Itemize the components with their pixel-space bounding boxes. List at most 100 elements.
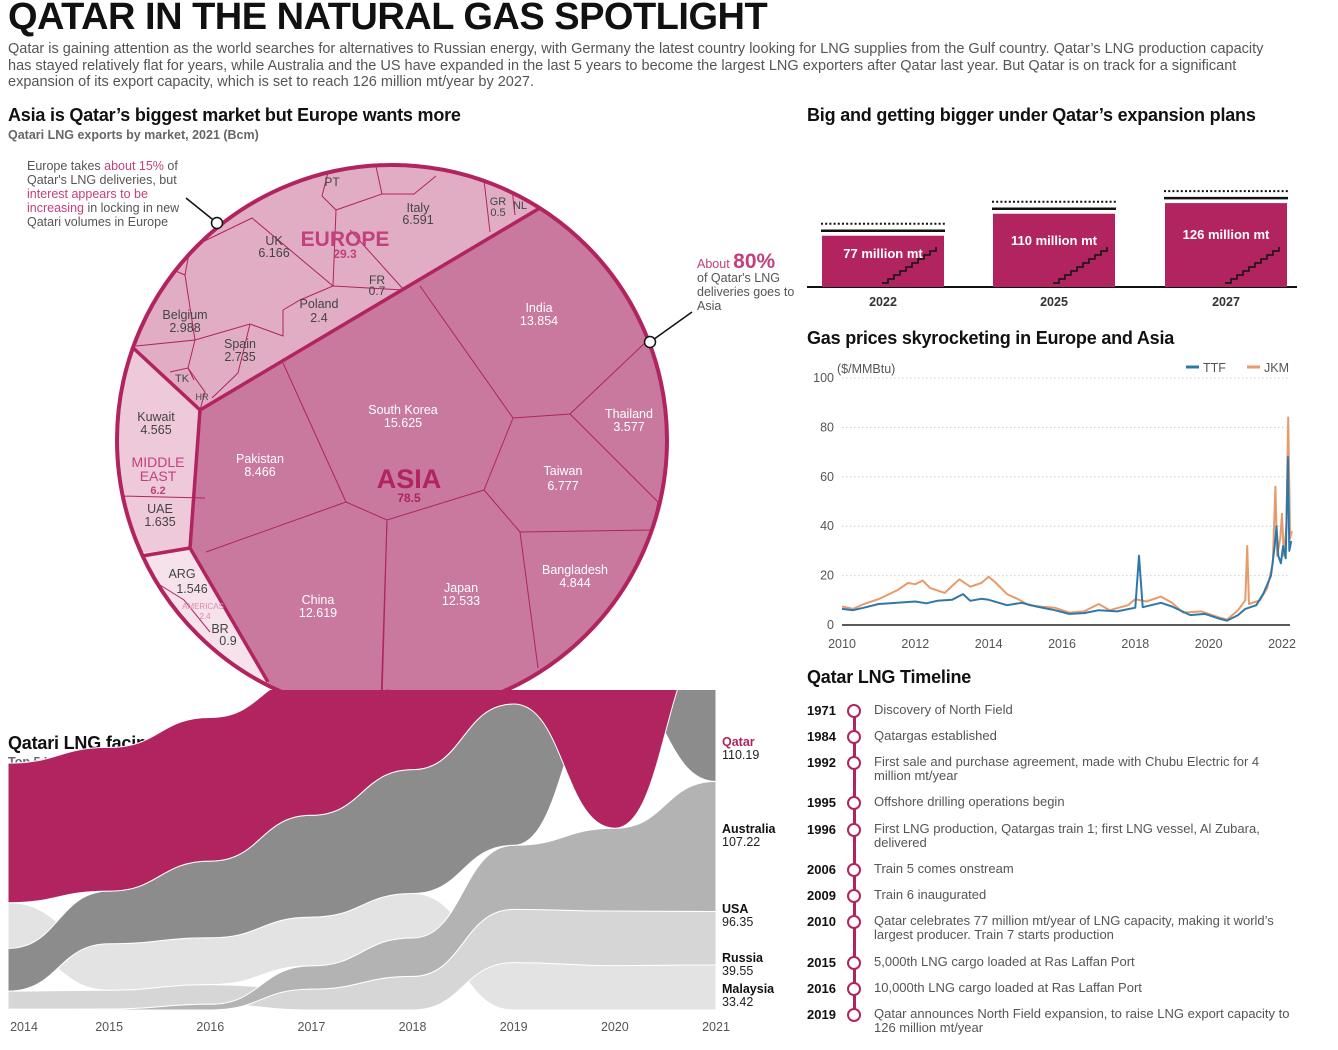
europe-callout-marker [210, 216, 224, 230]
stream-label-usa: USA [722, 902, 748, 916]
stream-xtick-2018: 2018 [399, 1020, 427, 1034]
label-americas: AMERICAS [182, 602, 224, 611]
stream-xtick-2019: 2019 [500, 1020, 528, 1034]
stream-value-usa: 96.35 [722, 915, 753, 929]
middle-east-region-fill [117, 345, 200, 555]
price-chart-title: Gas prices skyrocketing in Europe and As… [807, 328, 1175, 348]
stream-value-russia: 39.55 [722, 964, 753, 978]
label-tk: TK [175, 373, 190, 385]
label-bangladesh: Bangladesh [542, 563, 608, 577]
stream-xtick-2017: 2017 [298, 1020, 326, 1034]
timeline-event-text: Qatargas established [874, 728, 997, 743]
label-gr: GR [490, 196, 507, 208]
asia-callout-big: 80% [733, 250, 776, 273]
capacity-value-label-2025: 110 million mt [1011, 233, 1098, 248]
timeline-event-text: Qatar celebrates 77 million mt/year of L… [874, 913, 1274, 942]
timeline-event-text: Train 6 inaugurated [874, 887, 987, 902]
timeline-dot [847, 730, 861, 744]
market-chart-title: Asia is Qatar’s biggest market but Europ… [8, 105, 461, 125]
timeline-year: 1992 [807, 755, 836, 770]
capacity-bar-2027 [1165, 203, 1287, 287]
timeline-dot [847, 956, 861, 970]
capacity-value-label-2022: 77 million mt [843, 246, 923, 261]
timeline-dot [847, 889, 861, 903]
label-arg: ARG [168, 567, 195, 581]
timeline-event-text: Discovery of North Field [874, 702, 1013, 717]
price-xtick-2010: 2010 [828, 637, 856, 651]
stream-label-qatar: Qatar [722, 735, 755, 749]
value-europe: 29.3 [333, 247, 357, 261]
value-br: 0.9 [219, 634, 236, 648]
label-south-korea: South Korea [368, 403, 438, 417]
label-japan: Japan [444, 581, 478, 595]
value-gr: 0.5 [490, 207, 505, 219]
stream-xtick-2016: 2016 [196, 1020, 224, 1034]
timeline-axis [852, 711, 856, 1015]
timeline-event-text: 10,000th LNG cargo loaded at Ras Laffan … [874, 980, 1142, 995]
price-y-label: ($/MMBtu) [837, 362, 895, 376]
stream-xtick-2015: 2015 [95, 1020, 123, 1034]
label-belgium: Belgium [162, 308, 207, 322]
timeline-year: 1996 [807, 822, 836, 837]
timeline-event-text: First sale and purchase agreement, made … [874, 754, 1260, 783]
price-ytick-100: 100 [813, 371, 834, 385]
value-japan: 12.533 [442, 594, 480, 608]
timeline-year: 1995 [807, 795, 836, 810]
value-italy: 6.591 [402, 213, 433, 227]
legend-label-ttf: TTF [1203, 361, 1226, 375]
intro-paragraph: Qatar is gaining attention as the world … [8, 41, 1264, 90]
label-india: India [525, 301, 552, 315]
timeline-dot [847, 915, 861, 929]
value-taiwan: 6.777 [547, 479, 578, 493]
capacity-year-label-2025: 2025 [1040, 295, 1068, 309]
capacity-year-label-2027: 2027 [1212, 295, 1240, 309]
europe-callout: Europe takes about 15% of Qatar's LNG de… [27, 159, 187, 229]
timeline-event-text: Offshore drilling operations begin [874, 794, 1065, 809]
stream-xtick-2020: 2020 [601, 1020, 629, 1034]
timeline-dot [847, 704, 861, 718]
europe-callout-leader [185, 197, 218, 224]
label-uae: UAE [147, 502, 173, 516]
timeline-event-text: Train 5 comes onstream [874, 861, 1014, 876]
value-thailand: 3.577 [613, 420, 644, 434]
capacity-bar-chart: 77 million mt 2022 110 million mt 2025 126 m… [807, 190, 1297, 309]
label-br: BR [211, 622, 228, 636]
timeline-year: 2010 [807, 914, 836, 929]
timeline-year: 2009 [807, 888, 836, 903]
capacity-bar-2025 [993, 213, 1115, 287]
label-thailand: Thailand [605, 407, 653, 421]
asia-callout: About 80% of Qatar's LNG deliveries goes… [697, 251, 797, 313]
value-china: 12.619 [299, 606, 337, 620]
price-ytick-20: 20 [820, 569, 834, 583]
timeline-dot [847, 756, 861, 770]
label-spain: Spain [224, 337, 256, 351]
stream-label-russia: Russia [722, 951, 764, 965]
label-middle-east-1: MIDDLE [132, 454, 185, 470]
label-fr: FR [369, 273, 385, 287]
asia-callout-leader [649, 311, 693, 343]
price-ytick-0: 0 [827, 618, 834, 632]
value-uae: 1.635 [144, 515, 175, 529]
label-kuwait: Kuwait [137, 410, 175, 424]
timeline-dot [847, 796, 861, 810]
timeline-dot [847, 863, 861, 877]
value-americas: 2.4 [199, 612, 211, 621]
price-ytick-60: 60 [820, 470, 834, 484]
timeline-year: 1971 [807, 703, 836, 718]
value-poland: 2.4 [310, 311, 327, 325]
stream-label-australia: Australia [722, 822, 777, 836]
price-line-chart: 0 20 40 60 80 100 2010 2012 2014 2016 2018 2020 2022… [813, 361, 1296, 651]
asia-callout-lead: About [697, 257, 734, 271]
value-pakistan: 8.466 [244, 465, 275, 479]
label-nl: NL [513, 200, 527, 212]
price-xtick-2014: 2014 [975, 637, 1003, 651]
price-ytick-40: 40 [820, 519, 834, 533]
price-xtick-2016: 2016 [1048, 637, 1076, 651]
capacity-year-label-2022: 2022 [869, 295, 897, 309]
price-xtick-2018: 2018 [1121, 637, 1149, 651]
value-india: 13.854 [520, 314, 558, 328]
capacity-chart-title: Big and getting bigger under Qatar’s exp… [807, 105, 1256, 125]
value-spain: 2.735 [224, 350, 255, 364]
asia-callout-marker [643, 335, 657, 349]
label-middle-east-2: EAST [140, 468, 177, 484]
